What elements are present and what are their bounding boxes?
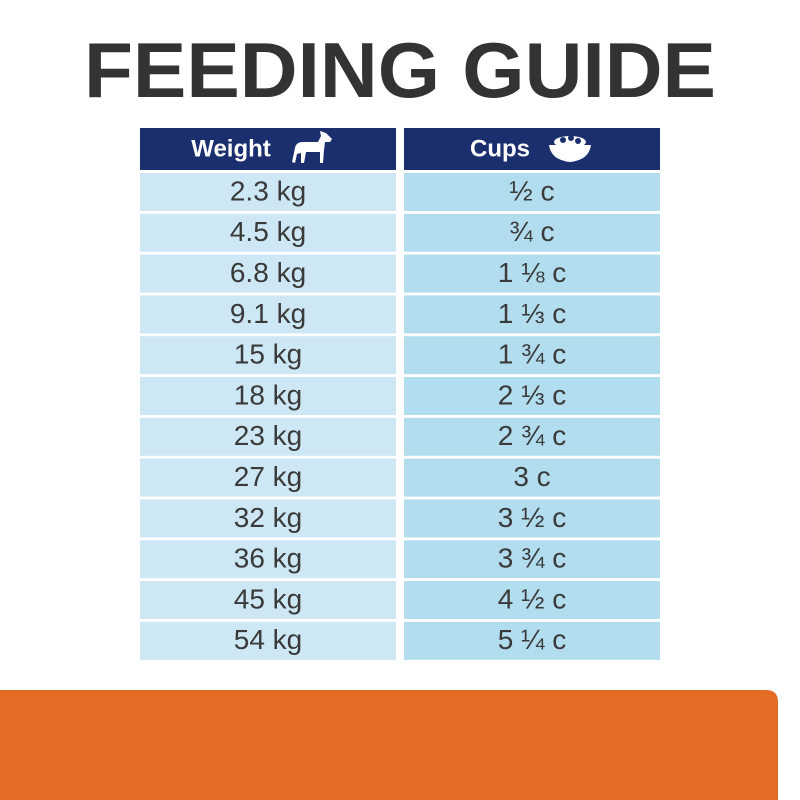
cell-text: 23 kg xyxy=(234,420,303,451)
cell-text: 1 ⅛ c xyxy=(498,257,566,288)
dog-icon xyxy=(292,131,332,163)
column-header: Weight xyxy=(191,135,271,162)
cell-text: 45 kg xyxy=(234,583,303,614)
header-cell xyxy=(404,128,660,170)
table-cell xyxy=(404,377,660,415)
cell-text: ¾ c xyxy=(509,216,554,247)
table-cell xyxy=(140,499,396,538)
cell-text: 5 ¼ c xyxy=(498,624,566,655)
cell-text: 54 kg xyxy=(234,624,303,655)
table-body: 2.3 kg ½ c 4.5 kg ¾ c 6.8 kg 1 ⅛ c 9.1 kg 1 ⅓ c… xyxy=(140,173,660,660)
table-cell xyxy=(404,173,660,211)
cell-text: 3 ½ c xyxy=(498,502,566,533)
cell-text: ½ c xyxy=(509,175,554,206)
cell-text: 36 kg xyxy=(234,543,303,574)
cell-text: 9.1 kg xyxy=(230,298,306,329)
column-header: Cups xyxy=(470,135,530,162)
table-cell xyxy=(140,295,396,334)
cell-text: 3 ¾ c xyxy=(498,543,566,574)
cell-text: 15 kg xyxy=(234,339,303,370)
cell-text: 6.8 kg xyxy=(230,257,306,288)
cell-text: 1 ¾ c xyxy=(498,339,566,370)
table-cell xyxy=(404,581,660,619)
table-cell xyxy=(140,540,396,579)
cell-text: 18 kg xyxy=(234,379,303,410)
cell-text: 2 ¾ c xyxy=(498,420,566,451)
cell-text: 3 c xyxy=(513,461,550,492)
table-cell xyxy=(140,213,396,252)
cell-text: 1 ⅓ c xyxy=(498,298,566,329)
cell-text: 4.5 kg xyxy=(230,216,306,247)
header-cell xyxy=(140,128,396,170)
table-cell xyxy=(140,254,396,293)
cell-text: 4 ½ c xyxy=(498,583,566,614)
bowl-icon xyxy=(549,135,591,162)
table-cell xyxy=(404,295,660,334)
table-cell xyxy=(404,213,660,252)
footer-band xyxy=(0,690,778,800)
cell-text: 2 ⅓ c xyxy=(498,379,566,410)
table-cell xyxy=(140,336,396,375)
table-cell xyxy=(140,417,396,456)
cell-text: 2.3 kg xyxy=(230,175,306,206)
table-cell xyxy=(404,254,660,293)
table-cell xyxy=(140,581,396,619)
table-cell xyxy=(404,336,660,375)
table-cell xyxy=(140,458,396,497)
table-cell xyxy=(404,458,660,497)
table-cell xyxy=(404,417,660,456)
title: FEEDING GUIDE xyxy=(84,26,716,114)
cell-text: 27 kg xyxy=(234,461,303,492)
table-cell xyxy=(404,540,660,579)
table-cell xyxy=(404,499,660,538)
table-cell xyxy=(140,377,396,415)
table-cell xyxy=(404,621,660,660)
table-cell xyxy=(140,621,396,660)
table-cell xyxy=(140,173,396,211)
cell-text: 32 kg xyxy=(234,502,303,533)
